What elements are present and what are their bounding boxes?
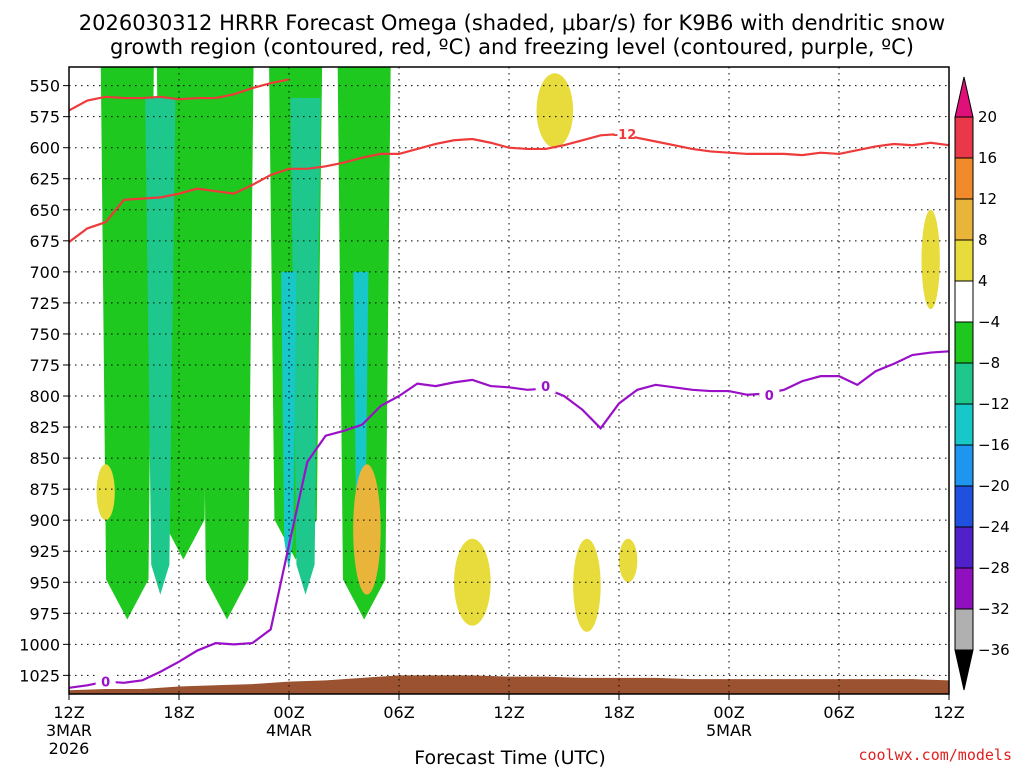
- colorbar-tick-label: 8: [978, 231, 988, 249]
- colorbar-tick-label: −32: [978, 600, 1010, 618]
- colorbar-swatch: [954, 485, 974, 528]
- x-axis-label: Forecast Time (UTC): [414, 747, 605, 768]
- colorbar-bottom-extend: [954, 649, 974, 691]
- y-tick-label: 650: [29, 201, 60, 220]
- colorbar-swatch: [954, 403, 974, 446]
- x-tick-year: 2026: [49, 739, 90, 758]
- colorbar-swatch: [954, 239, 974, 282]
- y-tick-label: 975: [29, 604, 60, 623]
- colorbar-tick-label: −8: [978, 354, 1000, 372]
- colorbar-tick-label: 4: [978, 272, 988, 290]
- y-tick-label: 875: [29, 480, 60, 499]
- omega-rising-core: [281, 271, 297, 570]
- isotherm-contours: -12 0 0 0: [68, 78, 950, 691]
- contour-label-bg: [614, 126, 635, 142]
- y-tick-label: 1000: [19, 635, 60, 654]
- colorbar-tick-label: −36: [978, 641, 1010, 659]
- x-tick-date: 5MAR: [706, 721, 752, 740]
- colorbar-top-extend: [954, 76, 974, 118]
- colorbar-tick-label: 12: [978, 190, 997, 208]
- x-tick-date: 4MAR: [266, 721, 312, 740]
- omega-sinking-cell: [353, 464, 381, 595]
- chart-title-line-1: 2026030312 HRRR Forecast Omega (shaded, …: [79, 11, 945, 35]
- omega-sinking-cell: [573, 538, 601, 632]
- x-tick-date: 3MAR: [46, 721, 92, 740]
- x-tick-label: 00Z: [273, 703, 304, 722]
- chart-title-line-2: growth region (contoured, red, ºC) and f…: [110, 35, 914, 59]
- y-tick-label: 700: [29, 263, 60, 282]
- x-tick-label: 12Z: [53, 703, 84, 722]
- gridlines: [69, 67, 949, 694]
- colorbar-tick-label: −20: [978, 477, 1010, 495]
- omega-colorbar: 20 16 12 8 4 −4 −8 −12 −16 −20 −24 −28 −32 −36: [954, 76, 1010, 691]
- y-tick-label: 825: [29, 418, 60, 437]
- colorbar-tick-label: −16: [978, 436, 1010, 454]
- colorbar-swatch: [954, 526, 974, 569]
- omega-sinking-cell: [536, 73, 574, 148]
- colorbar-swatch: [954, 198, 974, 241]
- y-tick-label: 775: [29, 356, 60, 375]
- colorbar-swatch: [954, 157, 974, 200]
- colorbar-tick-label: 20: [978, 108, 997, 126]
- y-tick-label: 800: [29, 387, 60, 406]
- contour-label: 0: [541, 380, 550, 395]
- colorbar-swatch: [954, 608, 974, 651]
- y-tick-label: 925: [29, 542, 60, 561]
- contour-label-bg: [95, 673, 116, 689]
- y-tick-label: 675: [29, 232, 60, 251]
- y-tick-label: 950: [29, 573, 60, 592]
- omega-rising-tower: [200, 67, 254, 620]
- contour-label: -12: [613, 128, 637, 143]
- isotherm-line: [68, 132, 950, 243]
- y-tick-label: 625: [29, 170, 60, 189]
- omega-sinking-cell: [921, 209, 940, 310]
- colorbar-swatch: [954, 444, 974, 487]
- colorbar-swatch: [954, 362, 974, 405]
- omega-rising-core: [290, 98, 321, 595]
- omega-rising-core: [145, 98, 176, 595]
- omega-sinking-cell: [619, 538, 638, 583]
- colorbar-tick-label: −28: [978, 559, 1010, 577]
- y-tick-label: 750: [29, 325, 60, 344]
- x-tick-label: 18Z: [163, 703, 194, 722]
- y-tick-label: 1025: [19, 666, 60, 685]
- y-tick-label: 600: [29, 139, 60, 158]
- omega-sinking-cell: [96, 464, 115, 521]
- colorbar-tick-label: 16: [978, 149, 997, 167]
- x-tick-label: 18Z: [603, 703, 634, 722]
- colorbar-swatch: [954, 567, 974, 610]
- isotherm-line: [68, 78, 290, 112]
- colorbar-tick-label: −4: [978, 313, 1000, 331]
- credit-link[interactable]: coolwx.com/models: [858, 746, 1012, 764]
- y-tick-label: 850: [29, 449, 60, 468]
- y-tick-label: 575: [29, 108, 60, 127]
- colorbar-swatch: [954, 321, 974, 364]
- x-tick-label: 06Z: [823, 703, 854, 722]
- contour-label: 0: [765, 389, 774, 404]
- omega-rising-tower: [100, 67, 154, 620]
- contour-label-bg: [535, 378, 556, 394]
- colorbar-swatch: [954, 116, 974, 159]
- x-tick-label: 00Z: [713, 703, 744, 722]
- colorbar-tick-label: −12: [978, 395, 1010, 413]
- x-tick-label: 12Z: [493, 703, 524, 722]
- y-tick-label: 550: [29, 77, 60, 96]
- y-tick-label: 900: [29, 511, 60, 530]
- colorbar-swatch: [954, 280, 974, 323]
- x-tick-label: 06Z: [383, 703, 414, 722]
- contour-label: 0: [101, 676, 110, 691]
- isotherm-line: [68, 350, 950, 689]
- colorbar-tick-label: −24: [978, 518, 1010, 536]
- y-axis-ticks: 550 575 600 625 650 675 700 725 750 775 800 825 850 8…: [19, 77, 69, 685]
- y-tick-label: 725: [29, 294, 60, 313]
- contour-label-bg: [759, 386, 780, 402]
- omega-sinking-core: [361, 533, 373, 570]
- x-tick-label: 12Z: [933, 703, 964, 722]
